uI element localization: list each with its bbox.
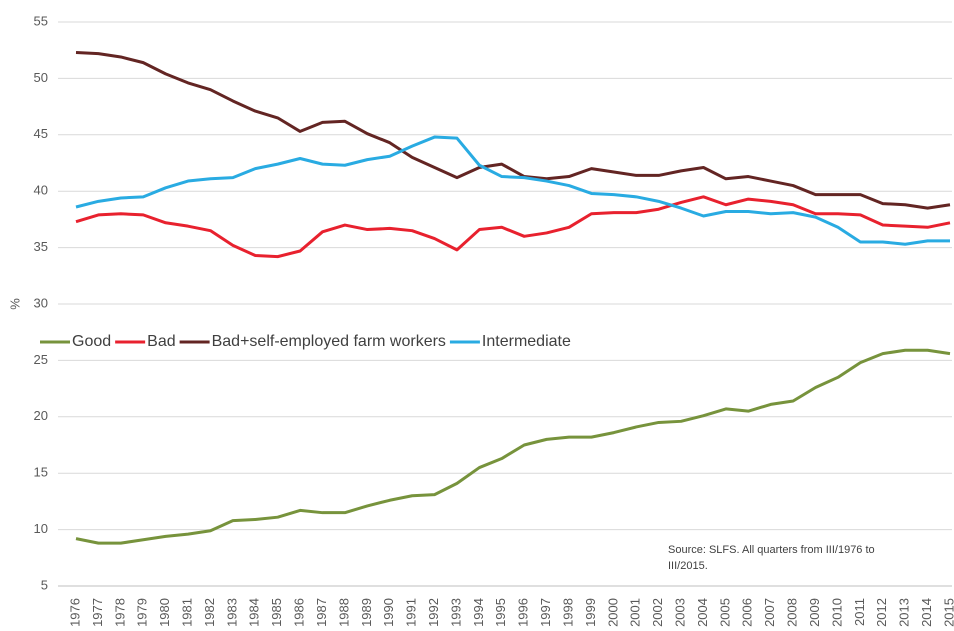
x-tick-label: 2013 xyxy=(897,598,912,627)
x-tick-label: 1993 xyxy=(448,598,463,627)
series-line xyxy=(75,50,951,210)
x-tick-label: 1983 xyxy=(224,598,239,627)
x-tick-label: 2005 xyxy=(717,598,732,627)
y-tick-label: 20 xyxy=(34,408,48,423)
x-tick-label: 1986 xyxy=(292,598,307,627)
x-tick-label: 2004 xyxy=(695,598,710,627)
x-tick-label: 1996 xyxy=(516,598,531,627)
x-tick-label: 1988 xyxy=(336,598,351,627)
y-tick-label: 45 xyxy=(34,126,48,141)
x-tick-label: 1987 xyxy=(314,598,329,627)
x-tick-label: 1994 xyxy=(471,598,486,627)
x-tick-label: 1985 xyxy=(269,598,284,627)
x-tick-label: 1991 xyxy=(404,598,419,627)
x-tick-label: 2007 xyxy=(762,598,777,627)
x-tick-label: 2002 xyxy=(650,598,665,627)
x-tick-label: 2012 xyxy=(874,598,889,627)
x-tick-label: 2008 xyxy=(785,598,800,627)
x-tick-label: 2014 xyxy=(919,598,934,627)
annotation: Source: SLFS. All quarters from III/1976… xyxy=(668,544,875,556)
y-tick-label: 15 xyxy=(34,465,48,480)
x-tick-label: 2015 xyxy=(941,598,954,627)
x-tick-label: 1997 xyxy=(538,598,553,627)
x-tick-label: 2003 xyxy=(673,598,688,627)
x-tick-label: 2011 xyxy=(852,598,867,626)
x-tick-label: 1976 xyxy=(67,598,82,627)
y-axis-label: % xyxy=(7,298,22,310)
x-tick-label: 1990 xyxy=(381,598,396,627)
x-tick-label: 2001 xyxy=(628,598,643,627)
legend-label: Intermediate xyxy=(482,333,571,350)
x-tick-label: 1995 xyxy=(493,598,508,627)
y-tick-label: 30 xyxy=(34,295,48,310)
x-tick-label: 1979 xyxy=(135,598,150,627)
x-tick-label: 1980 xyxy=(157,598,172,627)
y-tick-label: 35 xyxy=(34,239,48,254)
x-tick-label: 1984 xyxy=(247,598,262,627)
x-tick-label: 2006 xyxy=(740,598,755,627)
y-tick-label: 40 xyxy=(34,183,48,198)
x-tick-label: 2000 xyxy=(605,598,620,627)
y-tick-label: 25 xyxy=(34,352,48,367)
series-line xyxy=(75,195,951,259)
x-tick-label: 2010 xyxy=(829,598,844,627)
legend-label: Bad+self-employed farm workers xyxy=(212,333,446,350)
y-tick-label: 10 xyxy=(34,521,48,536)
x-tick-label: 1982 xyxy=(202,598,217,627)
y-tick-label: 50 xyxy=(34,70,48,85)
series-line xyxy=(75,348,951,545)
legend-label: Good xyxy=(72,333,111,350)
x-tick-label: 1977 xyxy=(90,598,105,627)
annotation: III/2015. xyxy=(668,560,708,572)
x-tick-label: 1992 xyxy=(426,598,441,627)
legend-label: Bad xyxy=(147,333,175,350)
x-tick-label: 1978 xyxy=(112,598,127,627)
series-line xyxy=(75,135,950,246)
x-tick-label: 1998 xyxy=(560,598,575,627)
y-tick-label: 5 xyxy=(41,577,48,592)
x-tick-label: 2009 xyxy=(807,598,822,627)
x-tick-label: 1999 xyxy=(583,598,598,627)
x-tick-label: 1989 xyxy=(359,598,374,627)
x-tick-label: 1981 xyxy=(179,598,194,627)
y-tick-label: 55 xyxy=(34,13,48,28)
